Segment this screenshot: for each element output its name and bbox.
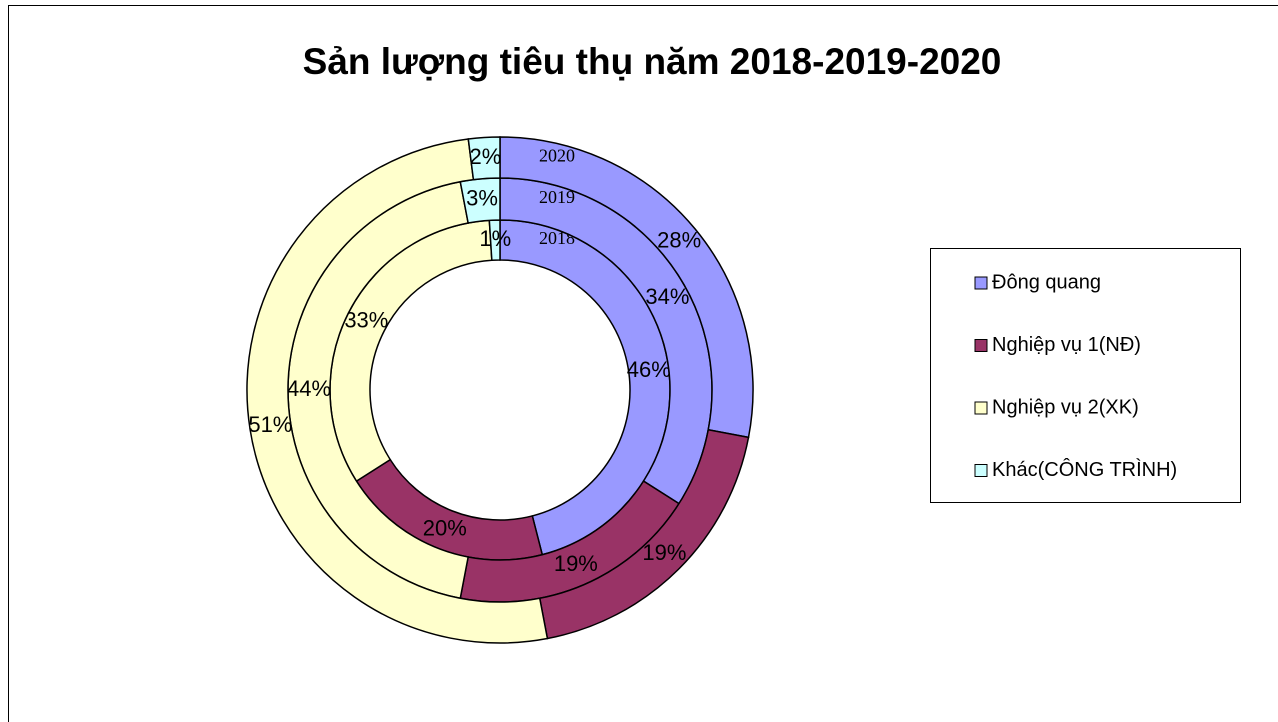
ring-label: 2020 [539,146,575,166]
legend-swatch [974,464,988,477]
legend-label: Khác(CÔNG TRÌNH) [992,458,1177,481]
chart-title: Sản lượng tiêu thụ năm 2018-2019-2020 [303,41,1002,82]
data-label: 19% [554,551,598,576]
data-label: 51% [248,412,292,437]
data-label: 44% [287,376,331,401]
legend-swatch [974,339,988,352]
data-label: 34% [645,284,689,309]
legend-label: Nghiệp vụ 1(NĐ) [992,334,1141,356]
data-label: 19% [642,540,686,565]
data-label: 3% [466,186,498,211]
data-label: 33% [344,308,388,333]
data-label: 46% [627,357,671,382]
ring-segment [467,136,501,181]
ring-segment [246,138,549,644]
legend-label: Nghiệp vụ 2(XK) [992,396,1139,418]
legend-swatch [974,276,988,290]
data-label: 2% [470,144,502,169]
legend-swatch [974,401,988,415]
legend-box [930,248,1241,503]
data-label: 1% [479,226,511,251]
ring-label: 2019 [539,187,575,207]
legend-label: Đông quang [992,271,1101,293]
data-label: 28% [657,228,701,253]
data-label: 20% [423,515,467,540]
